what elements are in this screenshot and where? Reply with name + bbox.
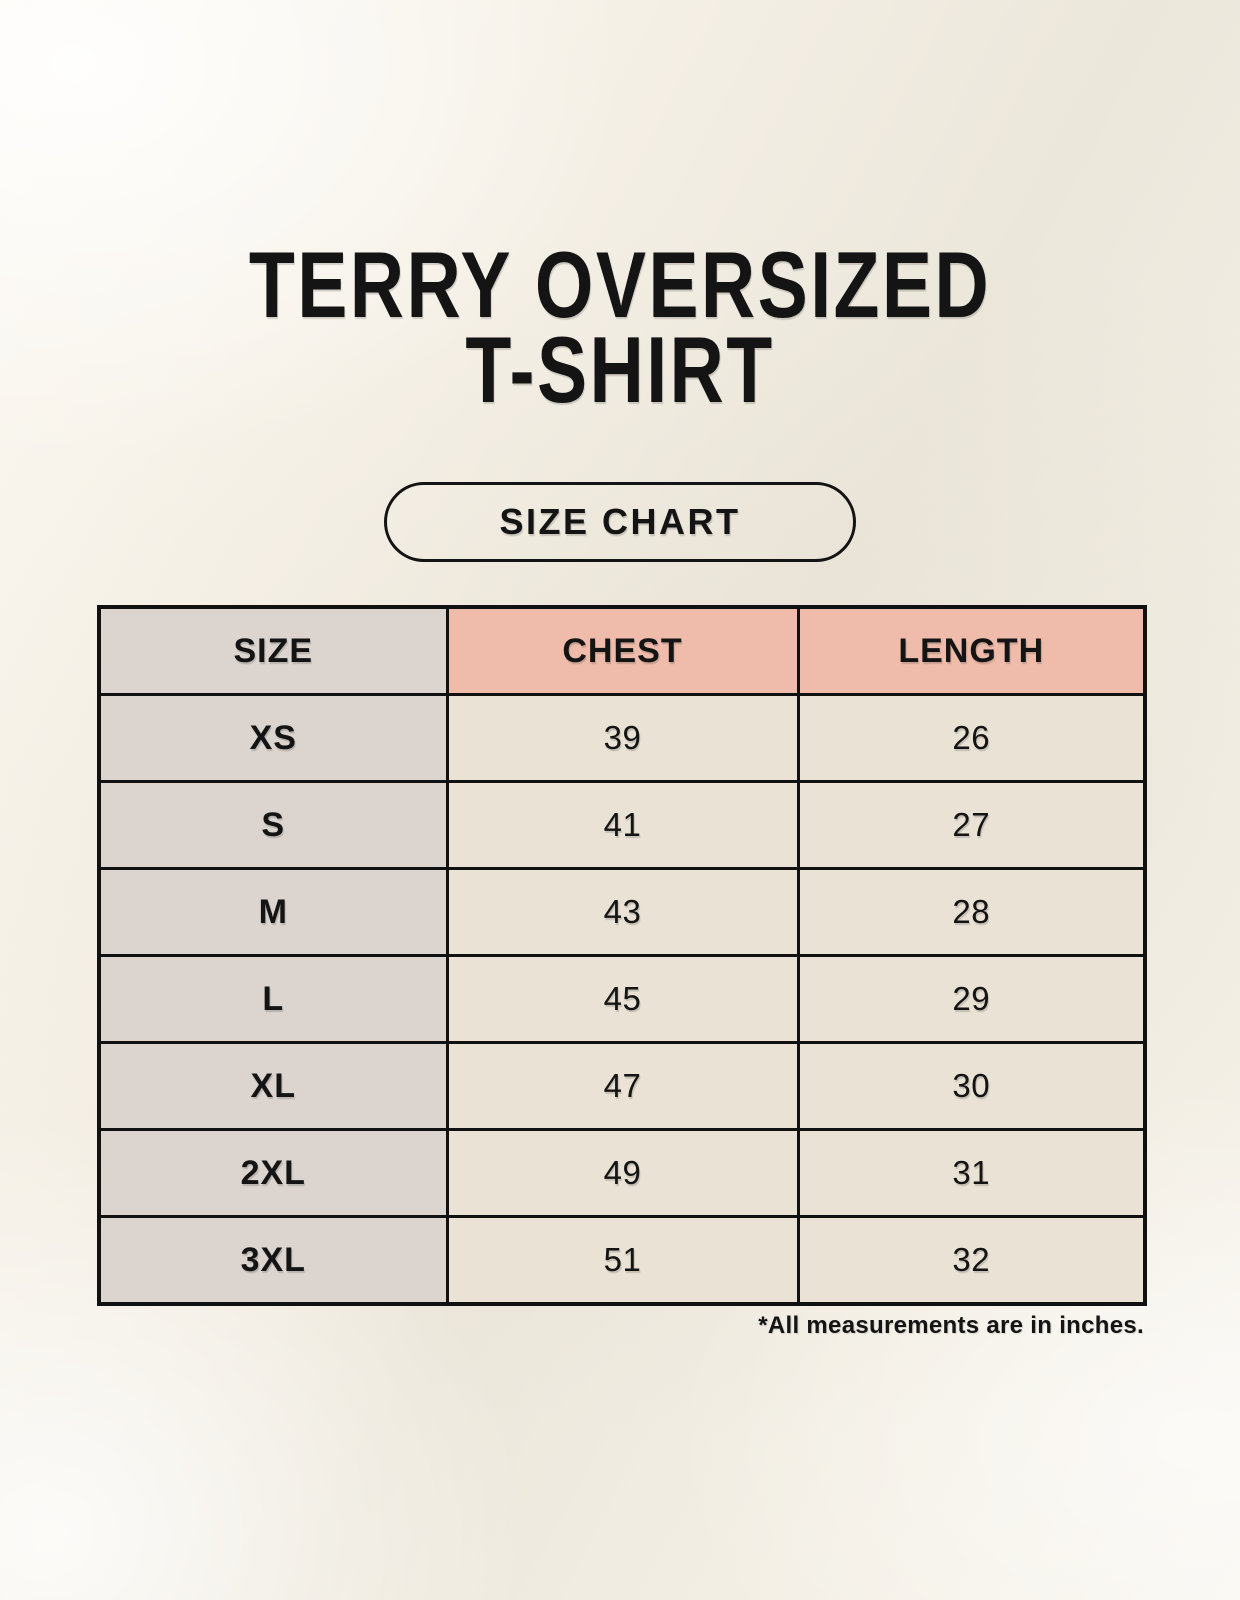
table-row: L 45 29 [97, 954, 1147, 1044]
page-title: TERRY OVERSIZED T-SHIRT [124, 232, 1116, 422]
length-value-cell: 29 [796, 954, 1147, 1044]
chest-value-cell: 51 [445, 1215, 800, 1306]
table-row: S 41 27 [97, 780, 1147, 870]
column-header-chest: CHEST [445, 605, 800, 696]
table-row: 3XL 51 32 [97, 1215, 1147, 1306]
chest-value-cell: 39 [445, 693, 800, 783]
length-value-cell: 32 [796, 1215, 1147, 1306]
page-title-line1: TERRY OVERSIZED [248, 232, 992, 337]
page-title-line2: T-SHIRT [465, 316, 775, 422]
length-value-cell: 30 [796, 1041, 1147, 1131]
chest-value-cell: 41 [445, 780, 800, 870]
chest-value-cell: 49 [445, 1128, 800, 1218]
size-chart-button[interactable]: SIZE CHART [384, 482, 856, 562]
size-label-cell: S [97, 780, 449, 870]
table-row: XS 39 26 [97, 693, 1147, 783]
chest-value-cell: 43 [445, 867, 800, 957]
size-label-cell: 3XL [97, 1215, 449, 1306]
size-label-cell: M [97, 867, 449, 957]
table-row: XL 47 30 [97, 1041, 1147, 1131]
measurements-footnote: *All measurements are in inches. [758, 1312, 1144, 1339]
column-header-size: SIZE [97, 605, 449, 696]
size-label-cell: 2XL [97, 1128, 449, 1218]
length-value-cell: 31 [796, 1128, 1147, 1218]
chest-value-cell: 47 [445, 1041, 800, 1131]
column-header-length: LENGTH [796, 605, 1147, 696]
table-row: M 43 28 [97, 867, 1147, 957]
size-label-cell: L [97, 954, 449, 1044]
size-label-cell: XL [97, 1041, 449, 1131]
size-label-cell: XS [97, 693, 449, 783]
size-chart-table: SIZE CHEST LENGTH XS 39 26 S 41 27 M 43 … [97, 605, 1147, 1306]
table-row: 2XL 49 31 [97, 1128, 1147, 1218]
length-value-cell: 26 [796, 693, 1147, 783]
length-value-cell: 27 [796, 780, 1147, 870]
header-row: SIZE CHEST LENGTH [97, 605, 1147, 696]
length-value-cell: 28 [796, 867, 1147, 957]
chest-value-cell: 45 [445, 954, 800, 1044]
size-chart-button-label: SIZE CHART [499, 501, 741, 542]
